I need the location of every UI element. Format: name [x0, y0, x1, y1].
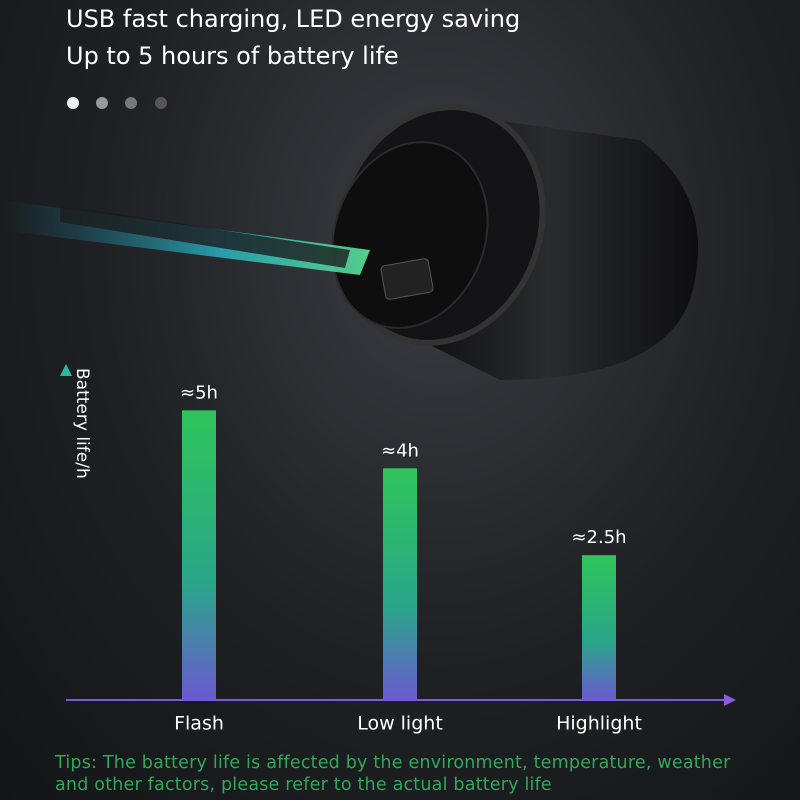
- dot[interactable]: [96, 97, 108, 109]
- dot[interactable]: [155, 97, 167, 109]
- bar: [383, 468, 417, 700]
- subtitle: Up to 5 hours of battery life: [66, 42, 399, 70]
- value-label: ≈2.5h: [571, 527, 626, 548]
- y-arrow: [60, 364, 72, 376]
- title: USB fast charging, LED energy saving: [66, 5, 520, 33]
- dot[interactable]: [125, 97, 137, 109]
- x-tick-label: Flash: [174, 713, 224, 735]
- dot[interactable]: [67, 97, 79, 109]
- y-axis-label: Battery life/h: [72, 368, 92, 479]
- value-label: ≈4h: [381, 440, 419, 461]
- device-illustration: [0, 104, 699, 380]
- bar: [182, 410, 216, 700]
- x-tick-label: Highlight: [556, 713, 642, 735]
- x-arrow: [724, 694, 736, 706]
- tips-note: Tips: The battery life is affected by th…: [55, 753, 731, 795]
- bar: [582, 555, 616, 700]
- carousel-dots: [67, 97, 167, 109]
- value-label: ≈5h: [180, 382, 218, 403]
- x-tick-label: Low light: [357, 713, 443, 735]
